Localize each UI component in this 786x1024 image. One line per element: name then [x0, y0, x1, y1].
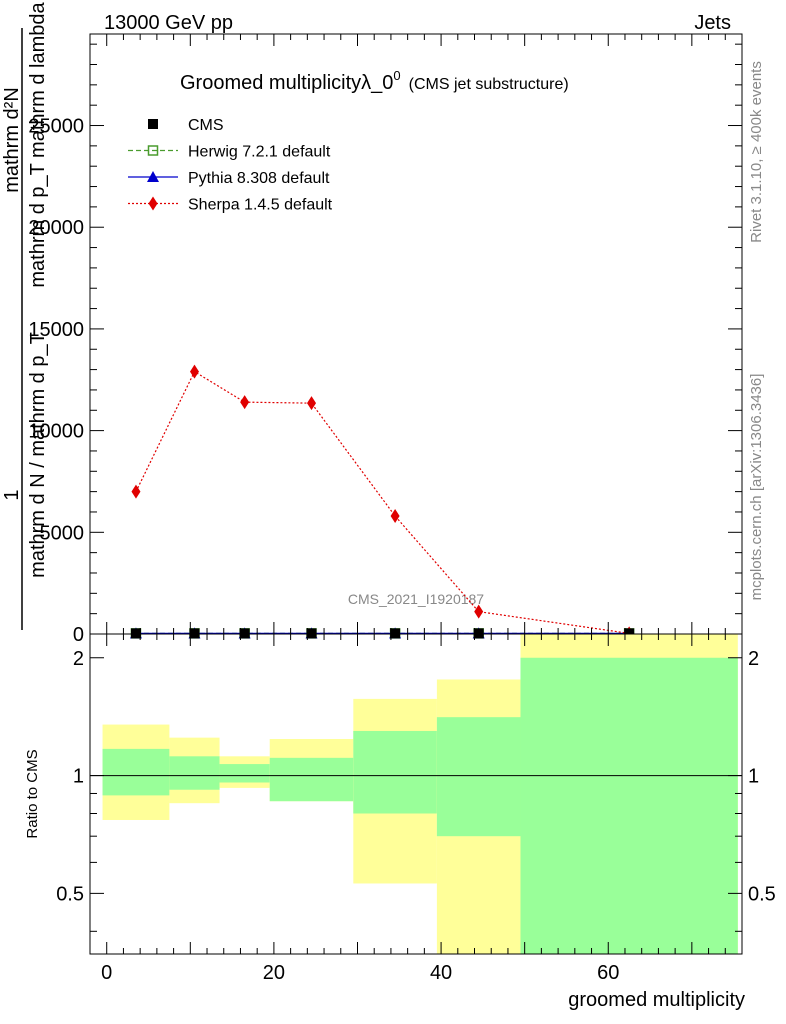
chart-title: Groomed multiplicityλ_00 (CMS jet substru…	[180, 68, 569, 94]
ratio-tick-label-right: 1	[748, 766, 759, 788]
cms-point	[390, 628, 401, 639]
legend-item: Herwig 7.2.1 default	[128, 144, 331, 161]
y-tick-label: 20000	[28, 217, 84, 239]
analysis-watermark: CMS_2021_I1920187	[348, 591, 484, 607]
legend-label: Sherpa 1.4.5 default	[188, 197, 333, 214]
y-tick-label: 15000	[28, 319, 84, 341]
legend-item: Sherpa 1.4.5 default	[128, 196, 333, 214]
chart-subtitle: (CMS jet substructure)	[409, 76, 569, 93]
ratio-stat-band	[219, 764, 270, 783]
ratio-tick-label-left: 1	[73, 766, 84, 788]
ratio-stat-band	[520, 657, 738, 954]
legend-label: Herwig 7.2.1 default	[188, 144, 331, 161]
rivet-version-label: Rivet 3.1.10, ≥ 400k events	[748, 61, 765, 243]
cms-point	[306, 628, 317, 639]
ratio-tick-label-left: 2	[73, 648, 84, 670]
ratio-stat-band	[269, 757, 354, 802]
chart-title-sup: 0	[393, 68, 400, 83]
sherpa-point	[474, 604, 484, 619]
x-tick-label: 20	[263, 962, 285, 984]
cms-point	[473, 628, 484, 639]
y-tick-label: 0	[73, 624, 84, 646]
header-left-label: 13000 GeV pp	[104, 12, 233, 34]
ratio-stat-band	[353, 730, 437, 814]
legend-item: CMS	[148, 117, 224, 134]
legend: CMS Herwig 7.2.1 default Pythia 8.308 defa…	[128, 117, 333, 214]
mcplots-label: mcplots.cern.ch [arXiv:1306.3436]	[748, 374, 765, 601]
cms-point	[130, 628, 141, 639]
x-ticks	[106, 34, 743, 954]
y-tick-label: 25000	[28, 116, 84, 138]
x-tick-labels: 0 20 40 60	[101, 962, 619, 984]
ratio-frame	[89, 633, 743, 955]
main-series	[129, 364, 636, 641]
ratio-tick-label-right: 0.5	[748, 883, 776, 905]
ratio-stat-band	[102, 748, 170, 796]
x-tick-label: 40	[430, 962, 452, 984]
ratio-panel: 0.5 0.5 1 1 2 2 Ratio to CMS	[24, 633, 776, 955]
cms-point	[189, 628, 200, 639]
ratio-tick-label-right: 2	[748, 648, 759, 670]
ratio-ticks	[90, 657, 742, 932]
main-y-tick-labels: 0 5000 10000 15000 20000 25000	[28, 116, 84, 646]
x-axis-label: groomed multiplicity	[568, 989, 745, 1011]
sherpa-point	[240, 395, 250, 410]
y-tick-label: 10000	[28, 421, 84, 443]
ylabel-one: 1	[1, 489, 23, 500]
sherpa-point	[390, 509, 400, 524]
legend-label: CMS	[188, 117, 224, 134]
x-tick-label: 0	[101, 962, 112, 984]
legend-label: Pythia 8.308 default	[188, 170, 330, 187]
main-y-ticks	[90, 43, 742, 635]
ratio-stat-band	[169, 756, 220, 790]
sherpa-point	[131, 484, 141, 499]
ratio-ylabel: Ratio to CMS	[24, 749, 41, 838]
cms-point	[239, 628, 250, 639]
legend-marker	[148, 119, 158, 129]
sherpa-point	[189, 364, 199, 379]
ratio-bands	[102, 634, 738, 954]
legend-marker	[147, 171, 159, 182]
chart-title-text: Groomed multiplicityλ_0	[180, 72, 393, 94]
ylabel-denominator-2: mathrm d N / mathrm d p_T	[27, 332, 49, 578]
main-panel: 0 5000 10000 15000 20000 25000 Groomed multip…	[28, 33, 743, 646]
sherpa-point	[307, 396, 317, 411]
header-right-label: Jets	[694, 12, 731, 34]
legend-marker	[148, 196, 158, 211]
legend-marker	[147, 145, 159, 156]
cms-point	[624, 628, 635, 639]
legend-item: Pythia 8.308 default	[128, 170, 330, 187]
ratio-tick-label-left: 0.5	[56, 883, 84, 905]
x-tick-label: 60	[597, 962, 619, 984]
y-axis-label: mathrm d²N mathrm d p_T mathrm d lambda …	[1, 1, 49, 630]
ylabel-numerator-1: mathrm d²N	[1, 87, 23, 193]
y-tick-label: 5000	[40, 522, 85, 544]
ratio-tick-labels: 0.5 0.5 1 1 2 2	[56, 648, 776, 906]
ylabel-denominator-1: mathrm d p_T mathrm d lambda	[27, 1, 49, 287]
ratio-stat-band	[436, 717, 521, 837]
